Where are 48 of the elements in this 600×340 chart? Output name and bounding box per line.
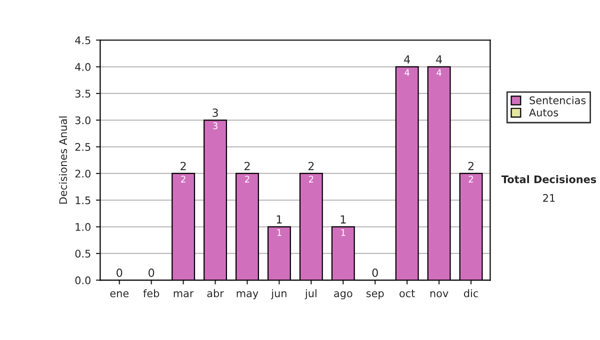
total-label: 4	[404, 55, 410, 64]
y-axis-title: Decisiones Anual	[58, 116, 68, 204]
data-label: 2	[468, 176, 473, 182]
total-label: 4	[436, 55, 442, 64]
x-tick-label: dic	[464, 289, 478, 298]
text: 21	[543, 194, 555, 202]
data-label: 4	[404, 69, 410, 76]
total-label: 2	[244, 162, 250, 170]
y-tick-label: 3.0	[75, 116, 90, 124]
total-label: 1	[340, 215, 346, 224]
y-tick-label: 3.5	[75, 90, 90, 98]
total-label: 0	[148, 268, 154, 277]
y-tick-label: 2.0	[75, 170, 90, 178]
x-tick-label: oct	[400, 290, 415, 298]
total-label: 0	[116, 268, 122, 277]
y-tick-label: 4.0	[75, 63, 90, 71]
total-label: 2	[468, 162, 474, 170]
data-label: 1	[341, 229, 346, 236]
data-label: 2	[245, 176, 250, 182]
x-tick-label: jun	[270, 289, 286, 300]
y-tick-label: 0.0	[75, 276, 90, 284]
x-tick-label: may	[236, 291, 258, 300]
data-label: 3	[213, 122, 218, 130]
x-tick-label: mar	[174, 291, 194, 298]
x-tick-label: jul	[304, 289, 316, 300]
legend-label: Sentencias	[530, 96, 586, 104]
x-tick-label: nov	[430, 291, 448, 298]
total-label: 2	[180, 162, 186, 170]
data-label: 4	[436, 69, 442, 76]
total-label: 0	[372, 268, 378, 277]
total-label: 2	[308, 162, 314, 170]
y-tick-label: 0.5	[75, 250, 90, 258]
x-tick-label: ago	[334, 291, 352, 300]
data-label: 1	[277, 229, 282, 236]
x-tick-label: ene	[110, 291, 129, 298]
text: Total Decisiones	[501, 175, 596, 184]
y-tick-label: 2.5	[75, 143, 90, 151]
x-tick-label: sep	[366, 291, 384, 300]
y-tick-label: 4.5	[75, 36, 90, 44]
y-tick-label: 1.5	[76, 196, 90, 204]
total-label: 3	[212, 108, 218, 117]
x-tick-label: feb	[143, 289, 160, 298]
total-label: 1	[276, 215, 282, 224]
data-label: 2	[181, 176, 186, 182]
legend-label: Autos	[529, 108, 558, 116]
data-label: 2	[308, 176, 314, 182]
x-tick-label: abr	[207, 289, 224, 298]
y-tick-label: 1.0	[76, 223, 90, 231]
